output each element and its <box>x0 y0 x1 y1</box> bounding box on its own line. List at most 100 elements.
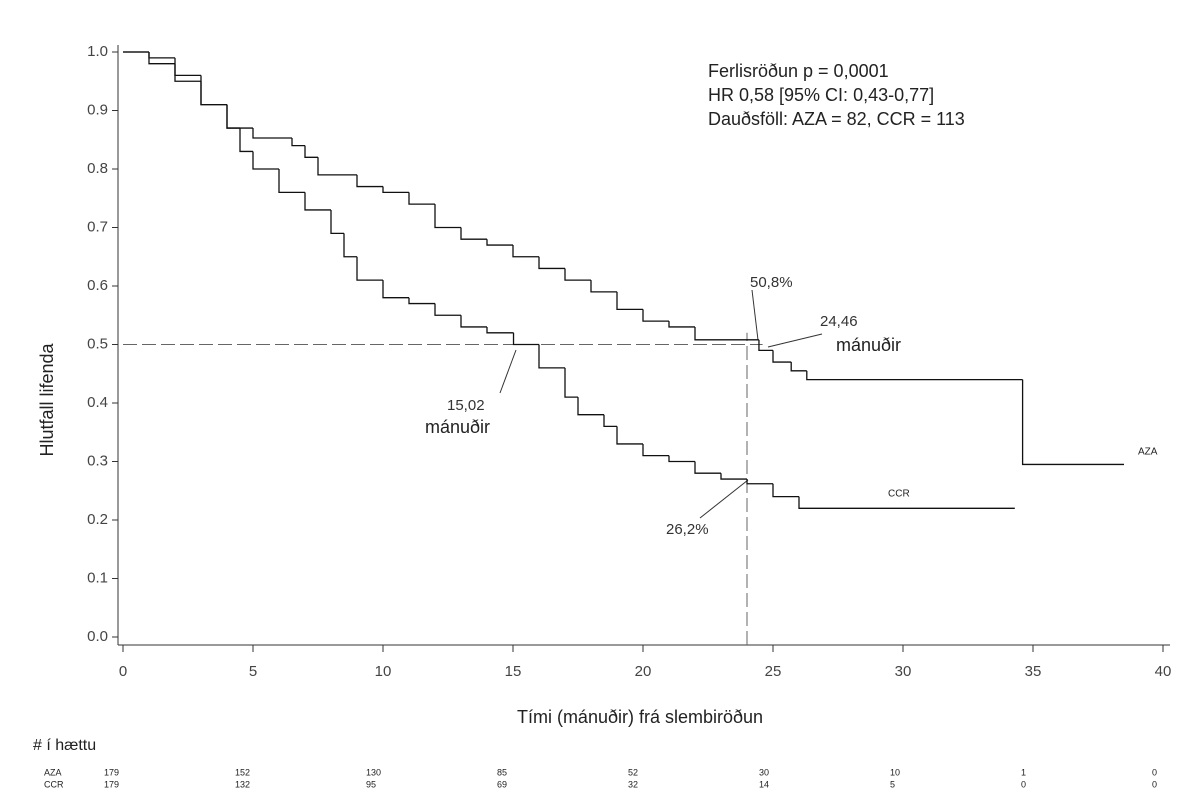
annotation: 24,46 <box>820 313 858 330</box>
km-step <box>356 174 383 188</box>
km-step <box>538 256 565 270</box>
risk-value: 179 <box>104 779 119 789</box>
risk-value: 179 <box>104 767 119 777</box>
km-step <box>577 397 604 416</box>
km-step <box>317 157 357 176</box>
risk-row-name: CCR <box>44 779 64 789</box>
risk-value: 14 <box>759 779 769 789</box>
km-step <box>486 326 514 334</box>
km-step <box>226 104 240 129</box>
x-tick-label: 30 <box>895 663 912 680</box>
km-step <box>720 473 747 480</box>
series-label: AZA <box>1138 447 1158 458</box>
km-step <box>694 326 759 341</box>
y-tick-label: 0.1 <box>87 569 108 586</box>
annotation: 50,8% <box>750 274 793 291</box>
risk-value: 0 <box>1152 767 1157 777</box>
km-step <box>252 151 279 170</box>
risk-value: 10 <box>890 767 900 777</box>
km-step <box>603 414 617 428</box>
leader-line <box>699 479 749 519</box>
annotation: Dauðsföll: AZA = 82, CCR = 113 <box>708 109 965 129</box>
x-tick-label: 5 <box>249 663 257 680</box>
x-tick-label: 20 <box>635 663 652 680</box>
y-tick-label: 0.2 <box>87 511 108 528</box>
km-step <box>408 192 435 205</box>
annotation: Ferlisröðun p = 0,0001 <box>708 61 889 81</box>
km-step <box>356 256 383 281</box>
km-step <box>590 280 617 293</box>
y-tick-label: 1.0 <box>87 43 108 60</box>
km-step <box>512 245 539 258</box>
risk-value: 85 <box>497 767 507 777</box>
km-step <box>200 75 227 106</box>
km-step <box>772 350 792 363</box>
annotation: mánuðir <box>425 417 490 437</box>
risk-value: 95 <box>366 779 376 789</box>
leader-line <box>499 349 517 394</box>
km-step <box>226 104 253 129</box>
risk-value: 0 <box>1021 779 1026 789</box>
y-tick-label: 0.6 <box>87 277 108 294</box>
km-step <box>806 370 1023 381</box>
risk-value: 30 <box>759 767 769 777</box>
km-step <box>200 81 227 106</box>
km-step <box>304 192 331 211</box>
km-step <box>174 63 201 82</box>
km-step <box>278 169 305 194</box>
risk-value: 69 <box>497 779 507 789</box>
annotation: 26,2% <box>666 521 709 538</box>
km-step <box>642 309 669 322</box>
km-step <box>798 496 1015 509</box>
km-step <box>790 362 807 372</box>
series-label: CCR <box>888 489 910 500</box>
km-step <box>642 443 669 457</box>
annotation: HR 0,58 [95% CI: 0,43-0,77] <box>708 85 934 105</box>
km-step <box>1021 379 1124 466</box>
risk-row-name: AZA <box>44 767 62 777</box>
km-step <box>694 461 721 474</box>
x-tick-label: 40 <box>1155 663 1172 680</box>
risk-table-title: # í hættu <box>33 737 96 754</box>
km-step <box>330 209 344 234</box>
km-step <box>343 233 357 258</box>
km-step <box>148 52 175 59</box>
km-step <box>512 332 539 346</box>
risk-value: 132 <box>235 779 250 789</box>
km-step <box>174 57 201 77</box>
x-tick-label: 35 <box>1025 663 1042 680</box>
annotation: mánuðir <box>836 335 901 355</box>
km-step <box>668 455 695 463</box>
km-step <box>291 137 305 147</box>
risk-value: 0 <box>1152 779 1157 789</box>
x-axis-label: Tími (mánuðir) frá slembiröðun <box>517 707 763 727</box>
risk-value: 1 <box>1021 767 1026 777</box>
annotation: 15,02 <box>447 397 485 414</box>
km-step <box>772 483 799 498</box>
y-tick-label: 0.5 <box>87 335 108 352</box>
km-step <box>434 204 461 229</box>
km-step <box>564 367 578 398</box>
km-step <box>252 128 292 139</box>
km-step <box>538 344 565 369</box>
km-step <box>434 303 461 316</box>
km-step <box>616 291 643 311</box>
km-step <box>382 186 409 194</box>
y-tick-label: 0.9 <box>87 101 108 118</box>
y-tick-label: 0.3 <box>87 452 108 469</box>
km-step <box>304 145 318 158</box>
x-tick-label: 0 <box>119 663 127 680</box>
leader-line <box>751 289 759 341</box>
risk-value: 130 <box>366 767 381 777</box>
y-tick-label: 0.0 <box>87 628 108 645</box>
risk-value: 32 <box>628 779 638 789</box>
y-tick-label: 0.8 <box>87 160 108 177</box>
km-step <box>758 339 773 351</box>
km-step <box>408 297 435 305</box>
km-step <box>460 227 487 240</box>
x-tick-label: 10 <box>375 663 392 680</box>
leader-line <box>767 333 823 348</box>
km-step <box>486 239 513 246</box>
